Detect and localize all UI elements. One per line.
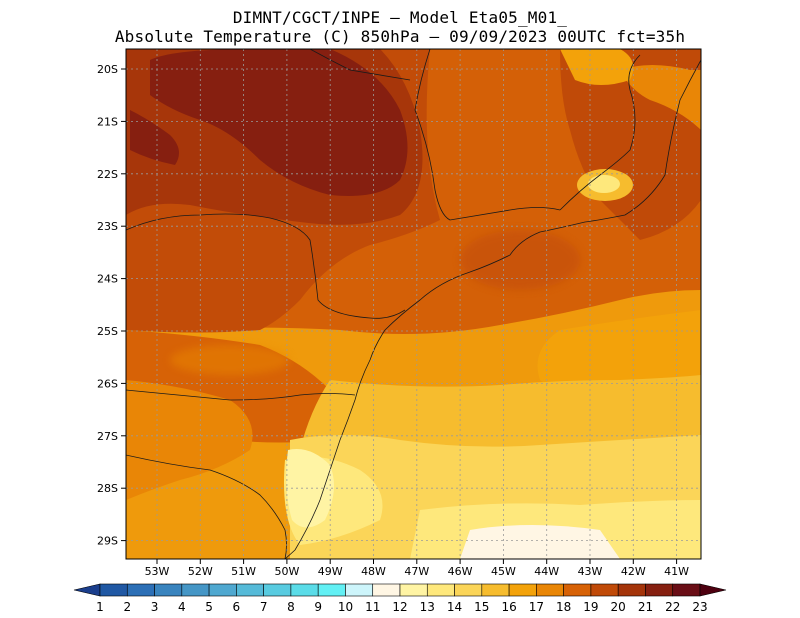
lon-label: 53W — [145, 565, 170, 578]
colorbar-swatch — [399, 583, 428, 597]
colorbar-label: 12 — [392, 600, 407, 614]
colorbar-label: 4 — [178, 600, 186, 614]
lat-label: 23S — [97, 220, 118, 233]
colorbar-swatch — [181, 583, 210, 597]
colorbar-swatch — [617, 583, 646, 597]
colorbar-swatch — [126, 583, 155, 597]
plot-frame — [125, 48, 702, 560]
colorbar-swatch — [290, 583, 319, 597]
colorbar-label: 21 — [638, 600, 653, 614]
colorbar-swatch — [154, 583, 183, 597]
colorbar-swatch — [236, 583, 264, 597]
lon-label: 44W — [534, 565, 559, 578]
colorbar-min-arrow — [73, 583, 101, 597]
colorbar-label: 9 — [314, 600, 322, 614]
colorbar-swatch — [508, 583, 537, 597]
lon-label: 46W — [448, 565, 473, 578]
lat-label: 29S — [97, 535, 118, 548]
lon-label: 48W — [361, 565, 386, 578]
colorbar-label: 10 — [338, 600, 353, 614]
lon-label: 50W — [274, 565, 299, 578]
graticule — [126, 49, 701, 559]
lat-label: 24S — [97, 273, 118, 286]
colorbar-swatch — [372, 583, 401, 597]
colorbar-swatch — [317, 583, 346, 597]
colorbar-label: 14 — [447, 600, 462, 614]
lon-label: 45W — [491, 565, 516, 578]
lat-label: 22S — [97, 168, 118, 181]
lon-label: 43W — [578, 565, 603, 578]
colorbar-label: 2 — [123, 600, 131, 614]
colorbar-label: 7 — [260, 600, 268, 614]
colorbar-label: 20 — [611, 600, 626, 614]
colorbar-swatch — [563, 583, 592, 597]
colorbar-max-arrow — [699, 583, 727, 597]
colorbar-label: 15 — [474, 600, 489, 614]
lon-label: 42W — [621, 565, 646, 578]
longitude-labels: 53W 52W 51W 50W 49W 48W 47W 46W 45W 44W 43W 42W 41W — [145, 559, 689, 578]
colorbar-swatch — [345, 583, 374, 597]
colorbar-label: 23 — [692, 600, 707, 614]
lon-label: 49W — [318, 565, 343, 578]
colorbar-swatch — [99, 583, 128, 597]
lon-label: 51W — [231, 565, 256, 578]
lat-label: 27S — [97, 430, 118, 443]
colorbar-label: 11 — [365, 600, 380, 614]
colorbar-label: 8 — [287, 600, 295, 614]
colorbar-swatch — [590, 583, 619, 597]
colorbar-label: 17 — [529, 600, 544, 614]
colorbar-swatch — [672, 583, 701, 597]
lat-label: 20S — [97, 63, 118, 76]
lat-label: 28S — [97, 482, 118, 495]
colorbar-swatch — [645, 583, 674, 597]
map-title-line-2: Absolute Temperature (C) 850hPa – 09/09/… — [114, 27, 686, 46]
colorbar-label: 3 — [151, 600, 159, 614]
latitude-labels: 20S 21S 22S 23S 24S 25S 26S 27S 28S 29S — [97, 63, 126, 548]
colorbar-label: 13 — [420, 600, 435, 614]
colorbar-swatch — [263, 583, 292, 597]
colorbar-label: 22 — [665, 600, 680, 614]
lat-label: 21S — [97, 115, 118, 128]
lat-label: 25S — [97, 325, 118, 338]
lon-label: 41W — [664, 565, 689, 578]
map-title-line-1: DIMNT/CGCT/INPE – Model Eta05_M01_ — [232, 8, 568, 27]
colorbar-label: 18 — [556, 600, 571, 614]
colorbar-swatch — [208, 583, 237, 597]
colorbar-swatch — [454, 583, 483, 597]
colorbar-label: 19 — [583, 600, 598, 614]
colorbar-swatch — [536, 583, 564, 597]
lat-label: 26S — [97, 377, 118, 390]
colorbar-label: 1 — [96, 600, 104, 614]
colorbar-swatch — [426, 583, 455, 597]
temperature-field — [126, 49, 701, 559]
colorbar-label: 6 — [233, 600, 241, 614]
lon-label: 47W — [404, 565, 429, 578]
lon-label: 52W — [188, 565, 213, 578]
colorbar-label: 16 — [501, 600, 516, 614]
colorbar-label: 5 — [205, 600, 213, 614]
colorbar-swatch — [481, 583, 510, 597]
colorbar: 1 2 3 4 5 6 7 8 9 10 11 12 13 14 15 16 17 18 19 20 21 22 23 — [73, 583, 727, 614]
